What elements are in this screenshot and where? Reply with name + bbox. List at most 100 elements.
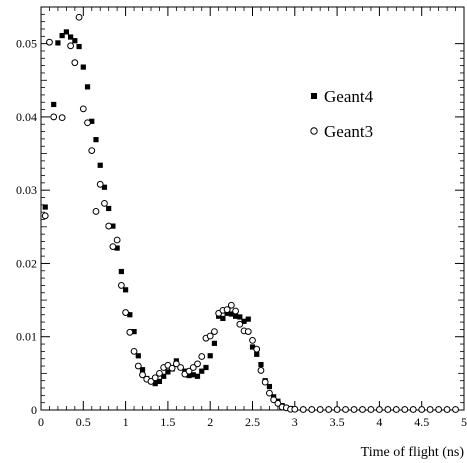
- data-point-geant4: [63, 29, 69, 35]
- data-point-geant3: [194, 360, 201, 368]
- data-point-geant3: [435, 406, 443, 413]
- data-point-geant3: [452, 406, 459, 413]
- x-axis: 0 0.5 1 1.5 2 2.5 3 3.5 4 4.5 5: [38, 7, 467, 429]
- data-point-geant4: [220, 315, 226, 322]
- data-point-geant4: [118, 268, 124, 275]
- data-point-geant3: [117, 282, 125, 289]
- data-point-geant3: [299, 406, 307, 413]
- data-point-geant3: [41, 212, 49, 220]
- data-point-geant3: [418, 406, 426, 413]
- data-point-geant3: [130, 347, 138, 355]
- data-point-geant4: [139, 367, 146, 373]
- data-point-geant3: [168, 364, 176, 372]
- data-point-geant3: [101, 199, 108, 207]
- data-point-geant4: [152, 381, 158, 387]
- data-point-geant4: [84, 84, 91, 90]
- data-point-geant4: [55, 40, 61, 46]
- x-tick-label: 2: [207, 415, 213, 429]
- data-point-geant3: [350, 406, 358, 413]
- legend-marker-geant3: [310, 127, 318, 135]
- data-point-geant3: [227, 301, 235, 309]
- data-point-geant3: [376, 406, 383, 413]
- legend-marker-geant4: [311, 93, 317, 99]
- data-point-geant3: [232, 307, 239, 315]
- data-point-geant3: [88, 147, 96, 155]
- data-point-geant4: [186, 372, 192, 379]
- data-point-geant3: [177, 364, 184, 371]
- data-point-geant4: [161, 373, 167, 379]
- data-point-geant3: [105, 222, 113, 230]
- series-layer: [41, 13, 459, 413]
- data-point-geant4: [93, 137, 99, 143]
- data-point-geant4: [106, 205, 112, 212]
- data-point-geant4: [89, 118, 95, 124]
- data-point-geant3: [156, 369, 163, 377]
- data-point-geant3: [84, 119, 91, 127]
- x-tick-label: 0: [38, 415, 44, 429]
- data-point-geant3: [367, 406, 375, 413]
- data-point-geant3: [426, 406, 434, 413]
- data-point-geant4: [110, 223, 116, 229]
- data-point-geant3: [244, 328, 252, 335]
- data-point-geant3: [79, 105, 87, 113]
- data-point-geant3: [223, 306, 231, 314]
- x-tick-label: 1.5: [160, 415, 175, 429]
- data-point-geant3: [189, 364, 197, 371]
- data-point-geant4: [131, 328, 137, 335]
- data-point-geant3: [147, 378, 155, 385]
- data-point-geant3: [261, 378, 269, 386]
- data-point-geant3: [392, 406, 400, 413]
- data-point-geant3: [92, 208, 100, 215]
- data-point-geant4: [237, 314, 243, 320]
- data-point-geant3: [274, 400, 282, 407]
- data-point-geant4: [156, 378, 163, 385]
- y-tick-label: 0.04: [16, 110, 37, 124]
- x-tick-label: 0.5: [76, 415, 91, 429]
- y-tick-label: 0.02: [16, 256, 37, 270]
- x-tick-label: 3.5: [330, 415, 345, 429]
- data-point-geant3: [122, 309, 129, 316]
- x-tick-label: 1: [123, 415, 129, 429]
- data-point-geant3: [96, 180, 104, 188]
- data-point-geant3: [270, 396, 278, 404]
- data-point-geant3: [71, 59, 79, 67]
- data-point-geant4: [249, 344, 256, 350]
- data-point-geant4: [194, 373, 201, 379]
- data-point-geant3: [409, 406, 417, 413]
- data-point-geant4: [42, 204, 48, 210]
- data-point-geant3: [185, 367, 193, 375]
- data-point-geant4: [224, 310, 230, 316]
- data-point-geant3: [236, 320, 244, 328]
- data-point-geant3: [67, 42, 75, 50]
- data-point-geant4: [232, 313, 239, 319]
- x-tick-label: 4.5: [414, 415, 429, 429]
- data-point-geant3: [198, 353, 206, 360]
- data-point-geant3: [253, 345, 261, 353]
- data-point-geant3: [58, 114, 66, 122]
- data-point-geant4: [80, 64, 86, 70]
- data-point-geant4: [123, 287, 129, 293]
- y-tick-label: 0.05: [16, 37, 37, 51]
- data-point-geant4: [199, 368, 205, 374]
- data-point-geant4: [68, 34, 74, 40]
- data-point-geant3: [316, 406, 324, 413]
- series-geant3: [41, 13, 459, 413]
- data-point-geant3: [75, 13, 83, 21]
- data-point-geant3: [384, 406, 392, 413]
- data-point-geant4: [241, 318, 247, 324]
- data-point-geant4: [135, 353, 141, 359]
- data-point-geant3: [291, 405, 299, 413]
- data-point-geant3: [266, 389, 273, 397]
- data-point-geant3: [151, 374, 159, 382]
- data-point-geant3: [325, 406, 333, 413]
- x-tick-label: 2.5: [245, 415, 260, 429]
- data-point-geant4: [114, 245, 120, 251]
- y-tick-label: 0: [31, 403, 37, 417]
- data-point-geant4: [97, 162, 103, 168]
- data-point-geant3: [257, 367, 265, 374]
- data-point-geant4: [59, 32, 65, 39]
- data-point-geant4: [76, 43, 82, 50]
- data-point-geant4: [203, 364, 209, 371]
